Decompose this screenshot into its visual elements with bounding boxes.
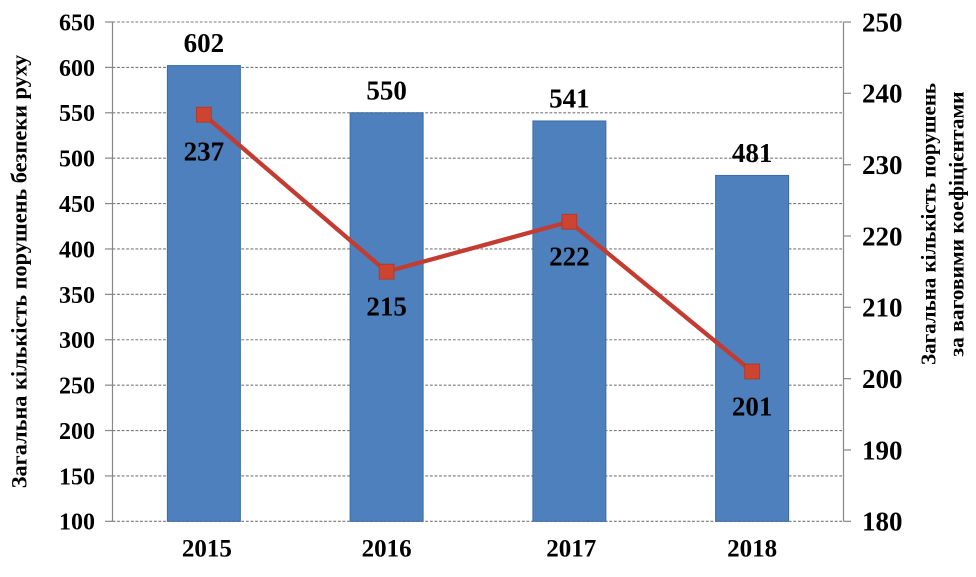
svg-text:240: 240: [862, 79, 903, 109]
svg-text:250: 250: [862, 7, 903, 37]
svg-text:600: 600: [59, 56, 95, 82]
svg-text:550: 550: [59, 101, 95, 127]
svg-text:650: 650: [59, 10, 95, 36]
svg-text:350: 350: [59, 283, 95, 309]
svg-text:500: 500: [59, 147, 95, 173]
svg-text:150: 150: [59, 464, 95, 490]
svg-text:222: 222: [549, 242, 590, 272]
svg-text:450: 450: [59, 192, 95, 218]
svg-text:Загальна кількість порушень бе: Загальна кількість порушень безпеки руху: [7, 55, 32, 488]
svg-text:Загальна кількість порушень: Загальна кількість порушень: [917, 83, 941, 365]
svg-text:230: 230: [862, 150, 903, 180]
svg-text:400: 400: [59, 237, 95, 263]
svg-text:300: 300: [59, 328, 95, 354]
svg-text:100: 100: [59, 510, 95, 536]
svg-text:215: 215: [366, 292, 407, 322]
svg-text:200: 200: [59, 419, 95, 445]
svg-text:550: 550: [366, 75, 407, 105]
svg-text:237: 237: [184, 137, 225, 167]
svg-text:201: 201: [732, 392, 773, 422]
svg-text:180: 180: [862, 507, 903, 537]
svg-text:2016: 2016: [362, 536, 412, 563]
svg-text:190: 190: [862, 435, 903, 465]
svg-text:602: 602: [184, 28, 225, 58]
svg-text:за ваговими коефіцієнтами: за ваговими коефіцієнтами: [945, 91, 969, 356]
svg-text:481: 481: [732, 138, 773, 168]
svg-text:2017: 2017: [546, 536, 596, 563]
svg-text:541: 541: [549, 84, 590, 114]
svg-text:210: 210: [862, 293, 903, 323]
svg-text:220: 220: [862, 221, 903, 251]
svg-text:200: 200: [862, 364, 903, 394]
svg-text:2015: 2015: [182, 536, 232, 563]
svg-text:250: 250: [59, 374, 95, 400]
svg-text:2018: 2018: [727, 536, 777, 563]
